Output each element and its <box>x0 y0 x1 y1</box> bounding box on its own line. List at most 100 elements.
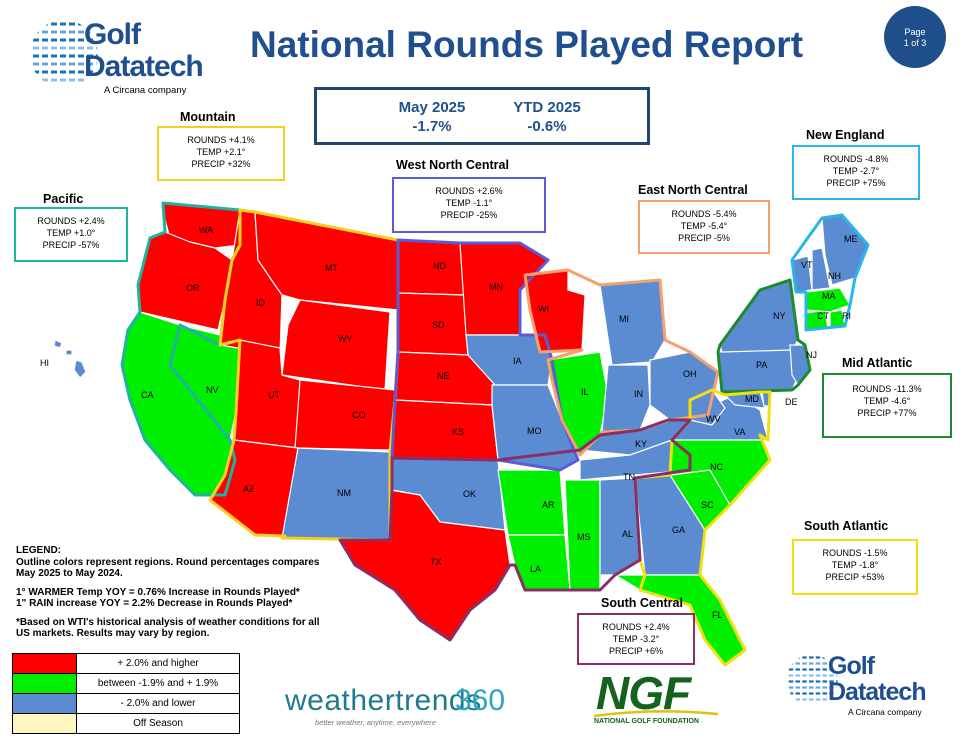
state-ar <box>497 469 566 536</box>
state-label-nc: NC <box>710 462 723 472</box>
legend-line-6: US markets. Results may vary by region. <box>16 628 210 639</box>
region-title-west-north-central: West North Central <box>396 158 509 172</box>
state-label-sc: SC <box>701 500 714 510</box>
state-label-hi: HI <box>40 358 49 368</box>
month-label: May 2025 <box>398 99 466 116</box>
legend-notes: LEGEND: Outline colors represent regions… <box>16 545 366 640</box>
state-label-il: IL <box>581 387 589 397</box>
state-label-al: AL <box>622 529 633 539</box>
state-label-wa: WA <box>199 225 213 235</box>
state-label-nh: NH <box>828 271 841 281</box>
state-nm <box>281 447 391 541</box>
logo-word-datatech: Datatech <box>84 50 204 83</box>
ne-rounds: ROUNDS -4.8% <box>823 154 889 164</box>
state-label-nj: NJ <box>806 350 817 360</box>
ytd-label: YTD 2025 <box>513 99 581 116</box>
region-title-mid-atlantic: Mid Atlantic <box>842 356 913 370</box>
state-label-in: IN <box>634 389 643 399</box>
state-label-mn: MN <box>489 282 503 292</box>
state-label-nm: NM <box>337 488 351 498</box>
region-box-south-atlantic: ROUNDS -1.5% TEMP -1.8° PRECIP +53% <box>792 539 918 595</box>
legend-swatch-red <box>12 653 77 674</box>
state-label-az: AZ <box>243 484 255 494</box>
state-label-wy: WY <box>338 334 353 344</box>
state-label-fl: FL <box>712 610 723 620</box>
logo-tagline: A Circana company <box>104 85 187 96</box>
state-label-vt: VT <box>801 260 813 270</box>
ngf-logo: NGF NATIONAL GOLF FOUNDATION <box>592 667 722 728</box>
legend-line-4: 1" RAIN increase YOY = 2.2% Decrease in … <box>16 598 293 609</box>
golf-datatech-logo-top: Golf Datatech A Circana company <box>24 14 204 104</box>
ma-temp: TEMP -4.6° <box>863 396 911 406</box>
region-box-mountain: ROUNDS +4.1% TEMP +2.1° PRECIP +32% <box>157 126 285 181</box>
golf-datatech-logo-bottom: Golf Datatech A Circana company <box>782 650 952 725</box>
national-summary-box: May 2025 -1.7% YTD 2025 -0.6% <box>314 87 650 145</box>
page-label: Page <box>904 27 926 37</box>
region-outline-west-north-central <box>390 238 580 472</box>
state-label-id: ID <box>256 298 266 308</box>
region-title-south-central: South Central <box>601 596 683 610</box>
enc-precip: PRECIP -5% <box>678 233 730 243</box>
ma-precip: PRECIP +77% <box>857 408 917 418</box>
weathertrends360-logo: weathertrends 360 better weather, anytim… <box>285 684 525 728</box>
sc-precip: PRECIP +6% <box>608 646 664 656</box>
state-mi <box>599 279 666 366</box>
mountain-temp: TEMP +2.1° <box>196 147 246 157</box>
wt-name: weathertrends <box>285 684 482 717</box>
logo-word-golf: Golf <box>828 652 875 680</box>
state-label-nd: ND <box>433 261 446 271</box>
logo-tagline: A Circana company <box>848 707 922 717</box>
enc-temp: TEMP -5.4° <box>680 221 728 231</box>
state-in <box>601 364 651 433</box>
region-box-west-north-central: ROUNDS +2.6% TEMP -1.1° PRECIP -25% <box>392 177 546 233</box>
state-label-ar: AR <box>542 500 555 510</box>
page-title: National Rounds Played Report <box>250 24 804 65</box>
state-nh <box>811 247 831 291</box>
state-label-or: OR <box>186 283 200 293</box>
state-label-mt: MT <box>325 263 338 273</box>
state-label-md: MD <box>745 394 759 404</box>
legend-color-key: + 2.0% and higher between -1.9% and + 1.… <box>12 653 240 734</box>
state-label-de: DE <box>785 397 798 407</box>
enc-rounds: ROUNDS -5.4% <box>671 209 737 219</box>
legend-line-3: 1° WARMER Temp YOY = 0.76% Increase in R… <box>16 586 300 598</box>
ne-precip: PRECIP +75% <box>826 178 886 188</box>
state-label-ny: NY <box>773 311 786 321</box>
region-title-new-england: New England <box>806 128 885 142</box>
region-outline-south-central <box>338 418 692 642</box>
state-label-me: ME <box>844 234 858 244</box>
region-title-east-north-central: East North Central <box>638 183 748 197</box>
region-box-south-central: ROUNDS +2.4% TEMP -3.2° PRECIP +6% <box>577 613 695 665</box>
state-label-ma: MA <box>822 291 836 301</box>
region-box-mid-atlantic: ROUNDS -11.3% TEMP -4.6° PRECIP +77% <box>822 373 952 438</box>
globe-icon <box>30 22 98 82</box>
legend-heading: LEGEND: <box>16 545 61 556</box>
logo-word-datatech: Datatech <box>828 678 927 706</box>
legend-label: + 2.0% and higher <box>76 653 240 674</box>
state-label-pa: PA <box>756 360 767 370</box>
state-label-ne: NE <box>437 371 450 381</box>
wnc-precip: PRECIP -25% <box>440 210 498 220</box>
region-title-south-atlantic: South Atlantic <box>804 519 889 533</box>
legend-row: Off Season <box>12 713 240 734</box>
globe-icon <box>786 656 838 701</box>
state-label-tx: TX <box>430 557 442 567</box>
region-box-pacific: ROUNDS +2.4% TEMP +1.0° PRECIP -57% <box>14 207 128 262</box>
region-box-new-england: ROUNDS -4.8% TEMP -2.7° PRECIP +75% <box>792 145 920 200</box>
wnc-temp: TEMP -1.1° <box>445 198 493 208</box>
legend-line-5: *Based on WTI's historical analysis of w… <box>16 616 320 628</box>
logo-word-golf: Golf <box>84 18 141 51</box>
wt-number: 360 <box>455 684 506 717</box>
state-nd <box>397 239 465 296</box>
page-count: 1 of 3 <box>903 38 927 48</box>
state-label-ok: OK <box>463 489 476 499</box>
region-box-east-north-central: ROUNDS -5.4% TEMP -5.4° PRECIP -5% <box>638 200 770 254</box>
legend-line-1: Outline colors represent regions. Round … <box>16 556 320 568</box>
state-label-oh: OH <box>683 369 697 379</box>
region-title-pacific: Pacific <box>43 192 84 206</box>
state-al <box>599 477 641 576</box>
state-label-ut: UT <box>268 390 280 400</box>
ngf-swoosh <box>593 710 719 718</box>
ytd-value: -0.6% <box>527 118 567 135</box>
legend-row: between -1.9% and + 1.9% <box>12 673 240 694</box>
